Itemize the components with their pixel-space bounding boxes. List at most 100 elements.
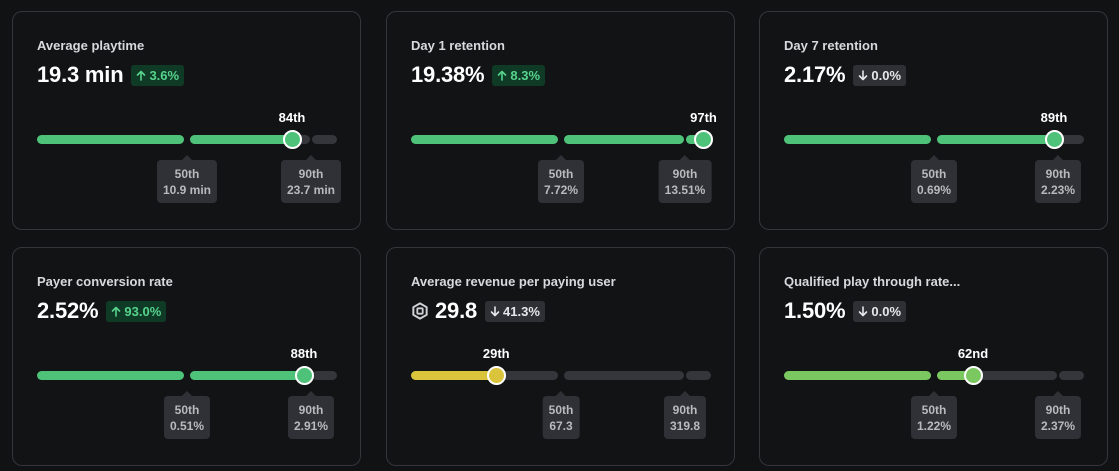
benchmark-label: 90th (672, 167, 698, 181)
percentile-track-segment (937, 371, 1057, 380)
benchmark-value: 2.23% (1040, 183, 1076, 197)
benchmark-50th-marker: 50th 7.72% (537, 155, 585, 203)
benchmark-value: 0.51% (169, 419, 205, 433)
percentile-track-segment (1059, 371, 1084, 380)
benchmark-90th-marker: 90th 23.7 min (280, 155, 342, 203)
percentile-rank-label: 29th (482, 346, 510, 361)
metric-value-row: 2.52% 93.0% (37, 298, 167, 324)
benchmark-50th-marker: 50th 0.51% (163, 391, 211, 439)
benchmark-label: 50th (174, 167, 200, 181)
metric-value: 1.50% (784, 298, 846, 323)
metric-card[interactable]: Day 1 retention 19.38% 8.3% 97th 50th 7.… (386, 11, 735, 230)
percentile-track-segment (312, 135, 337, 144)
benchmark-90th-marker: 90th 2.91% (287, 391, 335, 439)
delta-badge: 3.6% (131, 64, 185, 86)
metric-card[interactable]: Payer conversion rate 2.52% 93.0% 88th 5… (12, 247, 361, 466)
benchmark-90th-marker: 90th 13.51% (658, 155, 712, 203)
metric-value: 2.17% (784, 62, 846, 87)
benchmark-50th-marker: 50th 10.9 min (156, 155, 218, 203)
metric-value: 29.8 (435, 298, 478, 323)
metric-title: Average playtime (37, 38, 145, 53)
percentile-rank-label: 97th (690, 110, 717, 125)
percentile-rank-label: 88th (290, 346, 318, 361)
percentile-track-fill (411, 371, 497, 380)
percentile-track-segment (784, 371, 931, 380)
delta-value: 3.6% (149, 67, 180, 83)
metric-card[interactable]: Average playtime 19.3 min 3.6% 84th 50th… (12, 11, 361, 230)
arrow-up-icon (136, 70, 146, 81)
arrow-down-icon (858, 69, 868, 81)
benchmark-90th-marker: 90th 2.23% (1034, 155, 1082, 203)
benchmark-label: 90th (672, 403, 698, 417)
percentile-rank-label: 62nd (957, 346, 989, 361)
metric-value: 19.38% (411, 62, 485, 87)
benchmark-value: 23.7 min (286, 183, 336, 197)
benchmark-value: 13.51% (664, 183, 706, 197)
arrow-up-icon (497, 70, 507, 81)
benchmark-label: 50th (921, 403, 947, 417)
benchmark-label: 90th (298, 167, 324, 181)
percentile-marker-knob (963, 366, 983, 385)
metric-value-row: 19.38% 8.3% (411, 62, 546, 88)
benchmark-label: 90th (1045, 167, 1071, 181)
metric-value: 19.3 min (37, 62, 124, 87)
percentile-track-segment (411, 135, 558, 144)
metric-card[interactable]: Average revenue per paying user 29.8 41.… (386, 247, 735, 466)
benchmark-value: 2.91% (293, 419, 329, 433)
metric-value-row: 1.50% 0.0% (784, 298, 907, 324)
benchmark-label: 50th (921, 167, 947, 181)
benchmark-50th-marker: 50th 0.69% (910, 155, 958, 203)
metric-value-row: 29.8 41.3% (411, 298, 545, 324)
percentile-track-segment (312, 371, 337, 380)
metric-title: Qualified play through rate... (784, 274, 961, 289)
metric-title: Day 7 retention (784, 38, 878, 53)
percentile-track-segment (37, 371, 184, 380)
delta-value: 8.3% (510, 67, 541, 83)
robux-icon (412, 302, 428, 320)
percentile-track-segment (1059, 135, 1084, 144)
percentile-track-segment (564, 135, 684, 144)
percentile-rank-label: 89th (1040, 110, 1068, 125)
delta-badge: 0.0% (853, 300, 907, 322)
percentile-track-fill (937, 135, 1054, 144)
delta-value: 41.3% (503, 303, 540, 319)
percentile-track-segment (564, 371, 684, 380)
percentile-marker-knob (694, 130, 713, 149)
delta-badge: 0.0% (853, 64, 907, 86)
percentile-track-fill (190, 135, 292, 144)
benchmark-value: 10.9 min (162, 183, 212, 197)
delta-value: 0.0% (871, 67, 902, 83)
benchmark-label: 50th (548, 403, 574, 417)
benchmark-90th-marker: 90th 319.8 (663, 391, 707, 439)
percentile-track-segment (784, 135, 931, 144)
metric-value-row: 2.17% 0.0% (784, 62, 907, 88)
percentile-track-fill (190, 371, 304, 380)
benchmark-90th-marker: 90th 2.37% (1034, 391, 1082, 439)
percentile-rank-label: 84th (278, 110, 306, 125)
arrow-up-icon (111, 306, 121, 317)
metric-title: Day 1 retention (411, 38, 505, 53)
benchmark-value: 2.37% (1040, 419, 1076, 433)
percentile-marker-knob (282, 130, 302, 149)
delta-badge: 93.0% (106, 300, 167, 322)
benchmark-value: 319.8 (669, 419, 701, 433)
delta-value: 0.0% (871, 303, 902, 319)
benchmark-50th-marker: 50th 67.3 (542, 391, 580, 439)
benchmark-label: 50th (174, 403, 200, 417)
percentile-track-segment (37, 135, 184, 144)
benchmark-label: 50th (548, 167, 574, 181)
arrow-down-icon (858, 305, 868, 317)
delta-value: 93.0% (124, 303, 162, 319)
percentile-track-segment (686, 371, 711, 380)
percentile-marker-knob (486, 366, 506, 385)
percentile-marker-knob (1044, 130, 1064, 149)
delta-badge: 41.3% (485, 300, 545, 322)
benchmark-value: 7.72% (543, 183, 579, 197)
benchmark-label: 90th (298, 403, 324, 417)
metric-card[interactable]: Day 7 retention 2.17% 0.0% 89th 50th 0.6… (759, 11, 1108, 230)
percentile-marker-knob (294, 366, 314, 385)
benchmark-value: 0.69% (916, 183, 952, 197)
benchmark-value: 1.22% (916, 419, 952, 433)
metric-card[interactable]: Qualified play through rate... 1.50% 0.0… (759, 247, 1108, 466)
benchmark-50th-marker: 50th 1.22% (910, 391, 958, 439)
